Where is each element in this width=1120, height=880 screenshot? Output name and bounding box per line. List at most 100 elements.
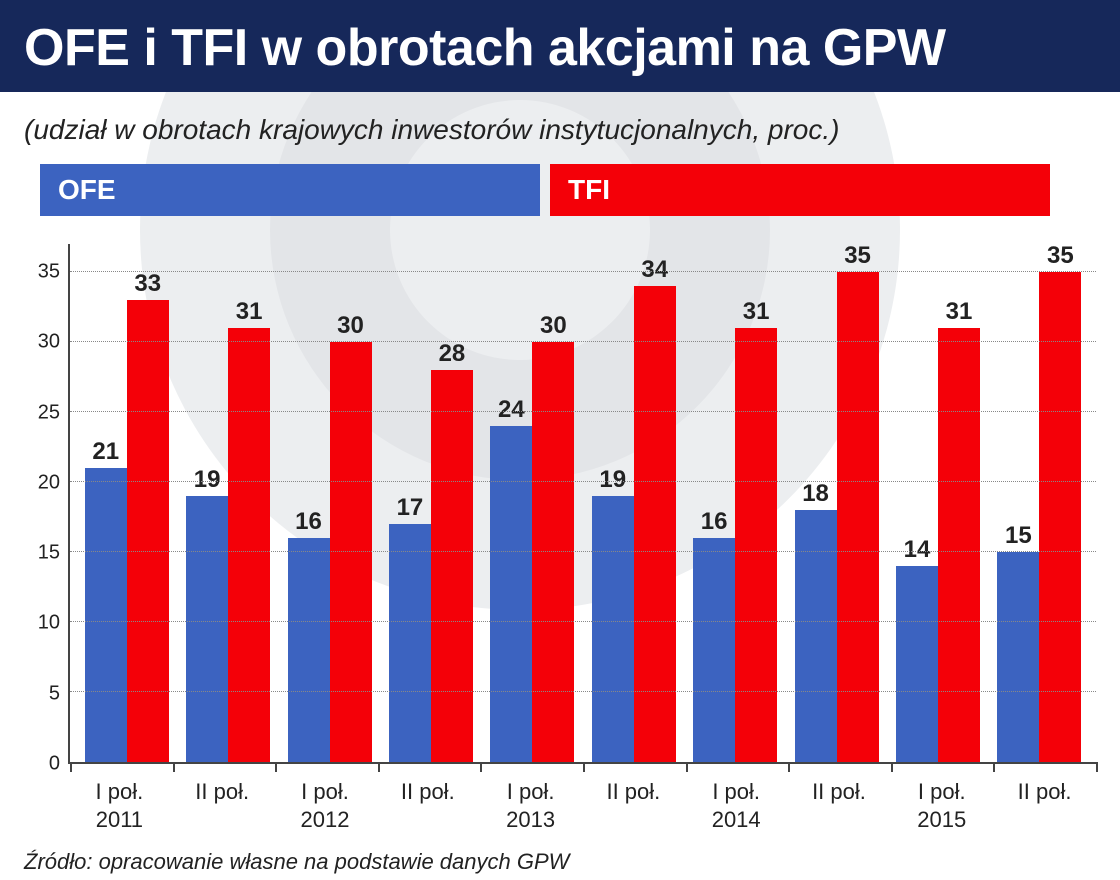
bar-group: 1431: [887, 244, 988, 762]
y-axis: 05101520253035: [24, 244, 68, 764]
x-axis-label: II poł.: [788, 764, 891, 833]
bar-value-label: 35: [1047, 242, 1074, 270]
x-axis-label: II poł.: [582, 764, 685, 833]
y-tick-label: 35: [38, 261, 60, 284]
x-tick-mark: [891, 762, 893, 772]
bar-tfi: 30: [532, 342, 574, 762]
bar-value-label: 34: [641, 256, 668, 284]
bar-group: 2430: [482, 244, 583, 762]
bar-tfi: 31: [938, 328, 980, 762]
bar-value-label: 30: [337, 312, 364, 340]
bar-value-label: 28: [439, 340, 466, 368]
bar-value-label: 16: [295, 508, 322, 536]
bar-ofe: 24: [490, 426, 532, 762]
gridline: [70, 271, 1096, 272]
legend: OFE TFI: [0, 164, 1120, 226]
x-axis-label: I poł.2015: [890, 764, 993, 833]
bar-value-label: 15: [1005, 522, 1032, 550]
x-tick-mark: [788, 762, 790, 772]
x-tick-mark: [993, 762, 995, 772]
legend-label: OFE: [58, 174, 116, 205]
bar-ofe: 19: [592, 496, 634, 762]
bar-group: 1630: [279, 244, 380, 762]
bar-value-label: 21: [92, 438, 119, 466]
bar-value-label: 35: [844, 242, 871, 270]
x-tick-mark: [173, 762, 175, 772]
y-tick-label: 5: [49, 682, 60, 705]
gridline: [70, 691, 1096, 692]
bar-tfi: 28: [431, 370, 473, 762]
bar-ofe: 18: [795, 510, 837, 762]
bar-value-label: 33: [134, 270, 161, 298]
y-tick-label: 0: [49, 753, 60, 776]
bar-value-label: 31: [743, 298, 770, 326]
x-tick-mark: [583, 762, 585, 772]
bar-value-label: 18: [802, 480, 829, 508]
bar-tfi: 35: [1039, 272, 1081, 762]
chart-header: OFE i TFI w obrotach akcjami na GPW: [0, 0, 1120, 92]
bar-tfi: 33: [127, 300, 169, 762]
bar-ofe: 17: [389, 524, 431, 762]
gridline: [70, 481, 1096, 482]
source-note: Źródło: opracowanie własne na podstawie …: [0, 833, 1120, 875]
x-tick-mark: [378, 762, 380, 772]
x-axis-label: II poł.: [376, 764, 479, 833]
legend-item-tfi: TFI: [550, 164, 1050, 216]
x-axis-label: II poł.: [993, 764, 1096, 833]
gridline: [70, 621, 1096, 622]
x-axis-label: I poł.2011: [68, 764, 171, 833]
gridline: [70, 341, 1096, 342]
bar-value-label: 31: [946, 298, 973, 326]
bars-container: 2133193116301728243019341631183514311535: [70, 244, 1096, 762]
bar-value-label: 19: [194, 466, 221, 494]
bar-group: 1535: [989, 244, 1090, 762]
x-axis-label: I poł.2013: [479, 764, 582, 833]
bar-ofe: 14: [896, 566, 938, 762]
bar-value-label: 31: [236, 298, 263, 326]
bar-tfi: 31: [228, 328, 270, 762]
y-tick-label: 20: [38, 471, 60, 494]
y-tick-label: 30: [38, 331, 60, 354]
x-tick-mark: [480, 762, 482, 772]
bar-group: 1631: [684, 244, 785, 762]
x-tick-marks: [70, 762, 1096, 772]
bar-group: 1835: [786, 244, 887, 762]
plot-area: 2133193116301728243019341631183514311535: [68, 244, 1096, 764]
gridline: [70, 551, 1096, 552]
x-axis-label: II poł.: [171, 764, 274, 833]
x-tick-mark: [275, 762, 277, 772]
bar-value-label: 16: [701, 508, 728, 536]
gridline: [70, 411, 1096, 412]
x-axis-label: I poł.2014: [685, 764, 788, 833]
x-axis-labels: I poł.2011II poł. I poł.2012II poł. I po…: [24, 764, 1096, 833]
bar-ofe: 16: [288, 538, 330, 762]
x-tick-mark: [70, 762, 72, 772]
bar-group: 1931: [177, 244, 278, 762]
y-tick-label: 15: [38, 542, 60, 565]
chart-area: 05101520253035 2133193116301728243019341…: [0, 226, 1120, 833]
bar-value-label: 30: [540, 312, 567, 340]
y-tick-label: 25: [38, 401, 60, 424]
bar-ofe: 19: [186, 496, 228, 762]
bar-group: 1728: [380, 244, 481, 762]
chart-subtitle: (udział w obrotach krajowych inwestorów …: [0, 92, 1120, 164]
bar-tfi: 30: [330, 342, 372, 762]
x-tick-mark: [686, 762, 688, 772]
bar-ofe: 16: [693, 538, 735, 762]
legend-item-ofe: OFE: [40, 164, 540, 216]
bar-value-label: 17: [397, 494, 424, 522]
bar-value-label: 14: [904, 536, 931, 564]
bar-tfi: 31: [735, 328, 777, 762]
y-tick-label: 10: [38, 612, 60, 635]
bar-group: 1934: [583, 244, 684, 762]
bar-ofe: 15: [997, 552, 1039, 762]
bar-value-label: 24: [498, 396, 525, 424]
chart-title: OFE i TFI w obrotach akcjami na GPW: [24, 18, 1096, 78]
bar-value-label: 19: [599, 466, 626, 494]
bar-tfi: 35: [837, 272, 879, 762]
legend-label: TFI: [568, 174, 610, 205]
bar-group: 2133: [76, 244, 177, 762]
x-axis-label: I poł.2012: [274, 764, 377, 833]
x-tick-mark: [1096, 762, 1098, 772]
bar-ofe: 21: [85, 468, 127, 762]
